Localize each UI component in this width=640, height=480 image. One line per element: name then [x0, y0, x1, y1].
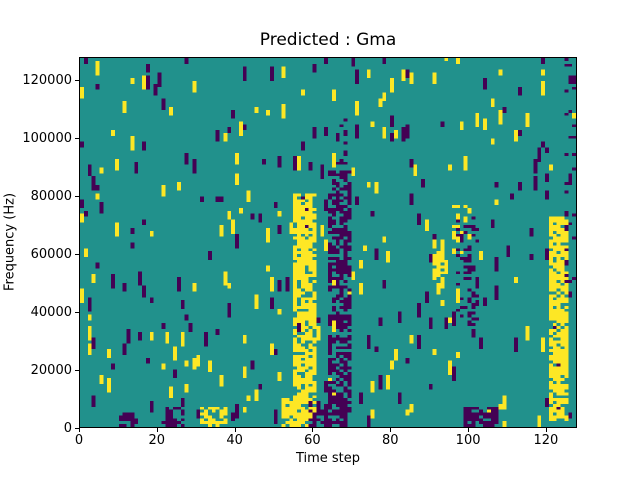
y-tick-label: 40000	[30, 304, 72, 320]
x-tick-label: 40	[226, 433, 243, 448]
y-tick	[75, 196, 79, 198]
x-tick	[79, 428, 80, 432]
y-tick	[75, 254, 79, 256]
x-tick-label: 120	[533, 433, 559, 448]
y-tick	[75, 428, 79, 429]
y-tick-label: 20000	[30, 362, 72, 378]
x-tick-label: 0	[74, 433, 84, 448]
heatmap-canvas	[80, 58, 576, 427]
x-tick	[545, 428, 547, 432]
y-tick-label: 80000	[30, 188, 72, 204]
x-axis-label: Time step	[295, 451, 361, 466]
x-tick-label: 60	[304, 433, 321, 448]
y-tick-label: 60000	[30, 246, 72, 262]
y-tick-label: 0	[63, 420, 72, 436]
y-tick	[75, 312, 79, 314]
y-tick	[75, 370, 79, 371]
x-tick	[468, 428, 470, 432]
x-tick-label: 20	[148, 433, 166, 448]
x-tick	[156, 428, 158, 432]
x-tick-label: 80	[382, 433, 399, 448]
x-tick	[312, 428, 314, 432]
plot-area	[79, 57, 577, 428]
y-tick	[75, 80, 79, 82]
y-tick	[75, 138, 79, 140]
x-tick	[234, 428, 236, 432]
chart-title: Predicted : Gma	[259, 30, 397, 50]
y-tick-label: 100000	[22, 130, 72, 146]
x-tick	[390, 428, 392, 432]
y-tick-label: 120000	[22, 72, 72, 88]
y-axis-label: Frequency (Hz)	[2, 192, 18, 292]
x-tick-label: 100	[455, 433, 481, 448]
